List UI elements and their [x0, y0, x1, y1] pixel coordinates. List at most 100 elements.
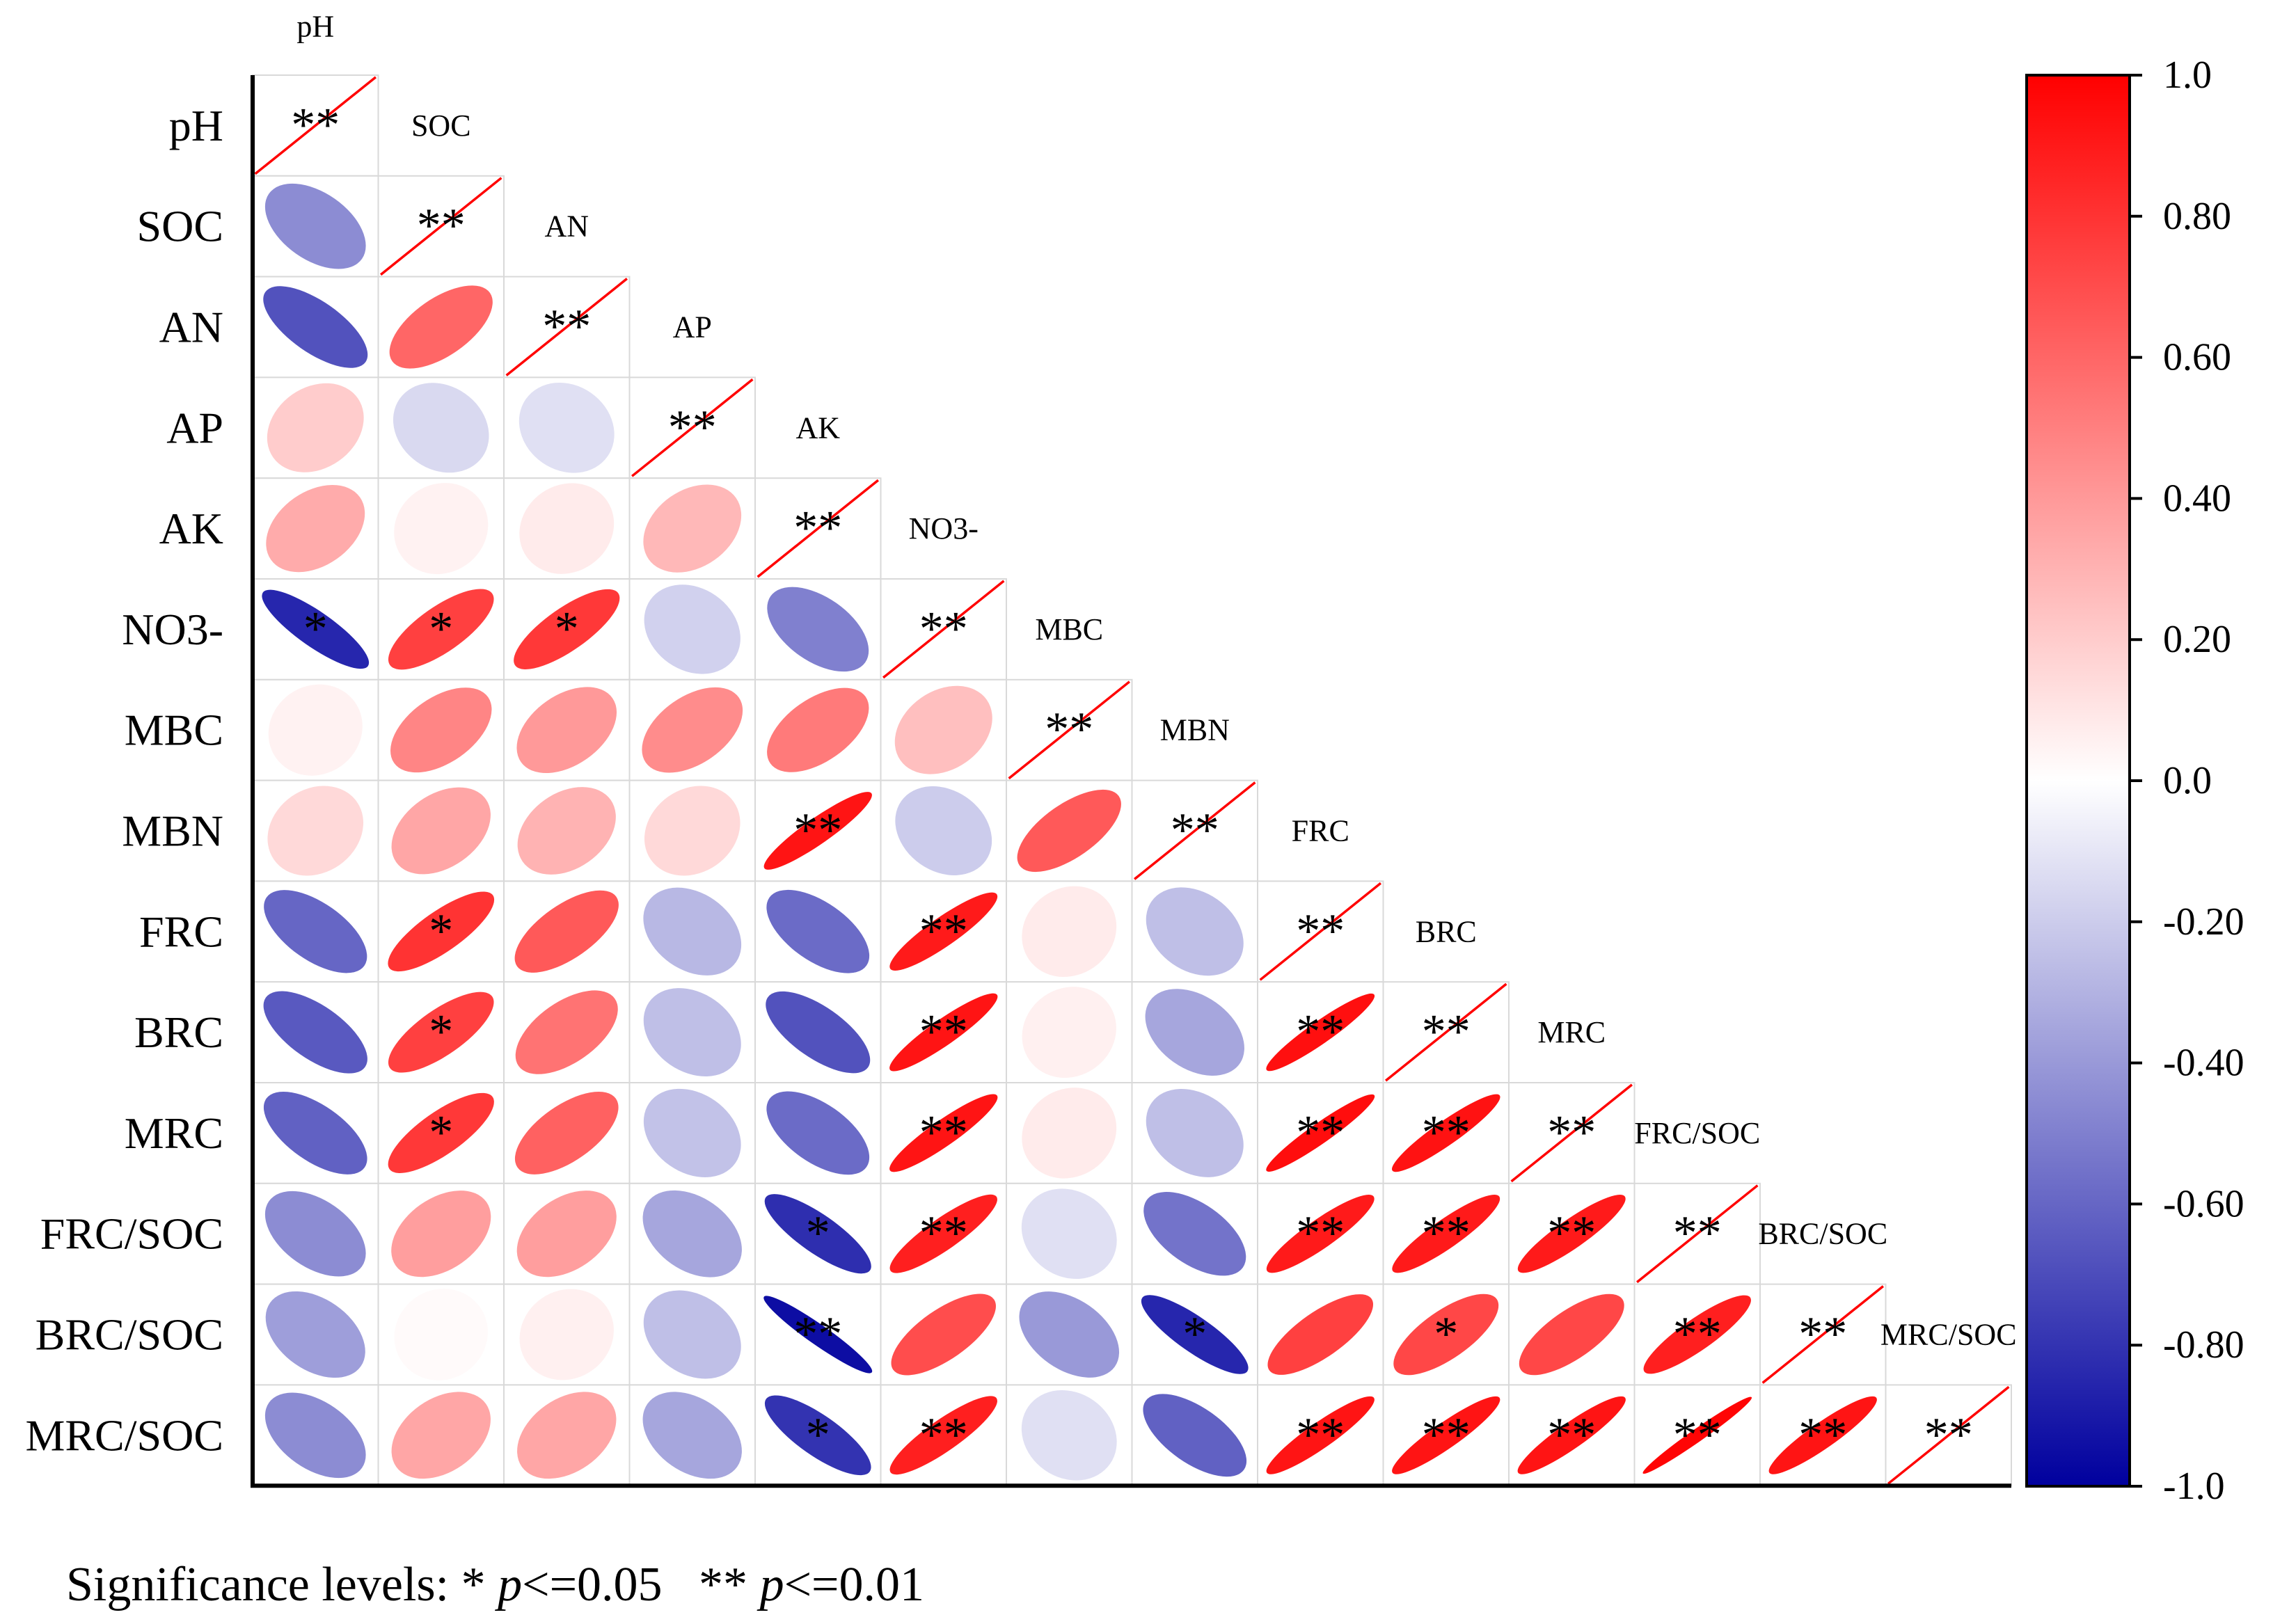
significance-mbn-ak: ** [793, 804, 842, 857]
ellipse-frc-soc [388, 891, 495, 972]
colorbar-tick-label: 0.40 [2163, 477, 2231, 520]
ellipse-mrc-frc [1266, 1094, 1375, 1172]
diagonal-line-ap [631, 378, 754, 477]
ellipse-mbc-soc [390, 687, 492, 773]
ellipse-brc-soc-brc [1393, 1293, 1499, 1376]
diagonal-line-brc [1385, 982, 1507, 1082]
ellipse-brc-soc-ph [265, 1291, 365, 1378]
ellipse-brc-soc-no3 [891, 1293, 996, 1376]
correlation-cells: *********** * * ****** *** ** *** ** ** *** ** ** **… [252, 74, 2012, 1487]
ellipse-mrc-brc [1392, 1094, 1500, 1172]
significance-legend: Significance levels: * p<=0.05 ** p<=0.0… [66, 1558, 924, 1611]
significance-brc-soc-brc: * [1434, 1307, 1458, 1361]
colorbar: 1.0 0.80 0.60 0.40 0.20 0.0 -0.20 -0.40 -0.60 -0.… [2025, 54, 2244, 1508]
ellipse-mrc-soc-ak [764, 1395, 871, 1476]
ellipse-brc-ap [643, 988, 741, 1077]
ellipse-mrc-soc-ph [264, 1392, 366, 1479]
significance-mrc-soc-mrc: ** [1547, 1408, 1596, 1462]
significance-mrc-soc-ak: * [806, 1408, 830, 1462]
significance-brc-soc-brc-soc: ** [1798, 1307, 1847, 1361]
colorbar-tick-label: 0.60 [2163, 336, 2231, 379]
ellipse-mbc-an [516, 687, 617, 774]
ellipse-ak-ph [266, 485, 365, 573]
diagonal-line-an [505, 278, 628, 376]
ellipse-brc-ak [766, 991, 871, 1074]
significance-mrc-soc-brc-soc: ** [1798, 1408, 1847, 1462]
ellipse-mrc-soc-soc [391, 1392, 491, 1479]
significance-mrc-soc: * [429, 1106, 453, 1159]
significance-mrc-frc: ** [1296, 1106, 1345, 1159]
diagonal-line-mbc [1008, 680, 1130, 780]
row-labels: pH SOC AN AP AK NO3- MBC MBN FRC BRC MRC FRC/SOC BRC… [25, 101, 223, 1460]
ellipse-mrc-an [514, 1091, 619, 1175]
diagonal-line-ak [757, 479, 879, 578]
significance-frc-soc-mrc: ** [1547, 1207, 1596, 1260]
ellipse-frc-soc-frc [1266, 1195, 1375, 1273]
ellipse-mrc-soc-mbc [1021, 1390, 1117, 1481]
column-label-brc: BRC [1416, 914, 1477, 948]
ellipse-mrc-soc-brc-soc [1768, 1396, 1877, 1474]
ellipse-brc-soc-mrc [1519, 1293, 1624, 1376]
ellipse-brc-an [515, 990, 618, 1074]
significance-an-an: ** [542, 300, 591, 353]
significance-no3-soc: * [429, 602, 453, 655]
significance-brc-frc: ** [1296, 1005, 1345, 1059]
significance-soc-soc: ** [417, 199, 466, 253]
row-label-no3: NO3- [122, 605, 223, 654]
significance-mrc-soc-mrc-soc: ** [1924, 1408, 1973, 1462]
diagonal-line-no3 [882, 580, 1005, 679]
ellipse-mbn-mbc [1017, 789, 1121, 873]
ellipse-mrc-soc-an [517, 1392, 617, 1479]
diagonal-line-soc [380, 177, 502, 276]
ellipse-frc-soc-mbn [1143, 1192, 1246, 1276]
ellipse-soc-ph [264, 183, 366, 269]
ellipse-an-soc [389, 285, 493, 369]
ellipse-mrc-mbc [1022, 1088, 1117, 1179]
ellipse-mrc-ph [263, 1091, 367, 1175]
significance-no3-an: * [555, 602, 579, 655]
colorbar-tick-label: 0.80 [2163, 195, 2231, 238]
ellipse-frc-ph [264, 890, 367, 973]
colorbar-tick-label: -0.20 [2163, 900, 2244, 944]
ellipse-frc-soc-ap [642, 1190, 742, 1277]
ellipse-ak-soc [394, 483, 489, 575]
significance-mrc-soc-no3: ** [919, 1408, 968, 1462]
ellipse-frc-soc-an [516, 1191, 617, 1277]
ellipse-mrc-no3 [889, 1094, 998, 1172]
significance-ap-ap: ** [668, 401, 717, 454]
threshold-001: <=0.01 [784, 1558, 924, 1611]
significance-frc-frc: ** [1296, 905, 1345, 958]
row-label-brc-soc: BRC/SOC [35, 1310, 223, 1360]
ellipse-frc-ak [766, 889, 870, 973]
diagonal-line-frc-soc [1636, 1184, 1759, 1284]
ellipse-frc-soc-mrc [1517, 1195, 1626, 1273]
ellipse-no3-an [514, 589, 620, 669]
ellipse-ap-an [518, 382, 615, 473]
ellipse-ak-ap [643, 484, 742, 573]
column-labels: pH SOC AN AP AK NO3- MBC MBN FRC BRC MRC FRC/SOC BRC… [296, 10, 2016, 1352]
colorbar-tick-label: -0.40 [2163, 1042, 2244, 1085]
threshold-005: <=0.05 ** [522, 1558, 759, 1611]
column-label-brc-soc: BRC/SOC [1758, 1217, 1887, 1251]
diagonal-line-brc-soc [1761, 1285, 1884, 1384]
ellipse-frc-ap [643, 887, 742, 976]
ellipse-brc-soc [388, 992, 494, 1073]
ellipse-frc-soc-ak [764, 1194, 871, 1274]
ellipse-brc-soc-an [519, 1289, 614, 1380]
ellipse-mrc-soc-mrc [1517, 1396, 1626, 1474]
significance-brc-soc-ak: ** [793, 1307, 842, 1361]
ellipse-brc-ph [263, 991, 367, 1074]
ellipse-ak-an [519, 483, 615, 574]
colorbar-tick-label: 1.0 [2163, 54, 2212, 97]
ellipse-no3-ap [644, 584, 740, 674]
ellipse-mrc-soc [388, 1092, 494, 1173]
ellipse-mrc-mbn [1146, 1088, 1244, 1177]
significance-mbn-mbn: ** [1171, 804, 1219, 857]
ellipse-mrc-soc-frc [1266, 1396, 1375, 1474]
diagonal-line-ph [254, 76, 377, 175]
ellipse-ap-soc [393, 383, 489, 473]
column-label-mrc-soc: MRC/SOC [1880, 1318, 2017, 1352]
significance-frc-soc-frc: ** [1296, 1207, 1345, 1260]
significance-brc-no3: ** [919, 1005, 968, 1059]
